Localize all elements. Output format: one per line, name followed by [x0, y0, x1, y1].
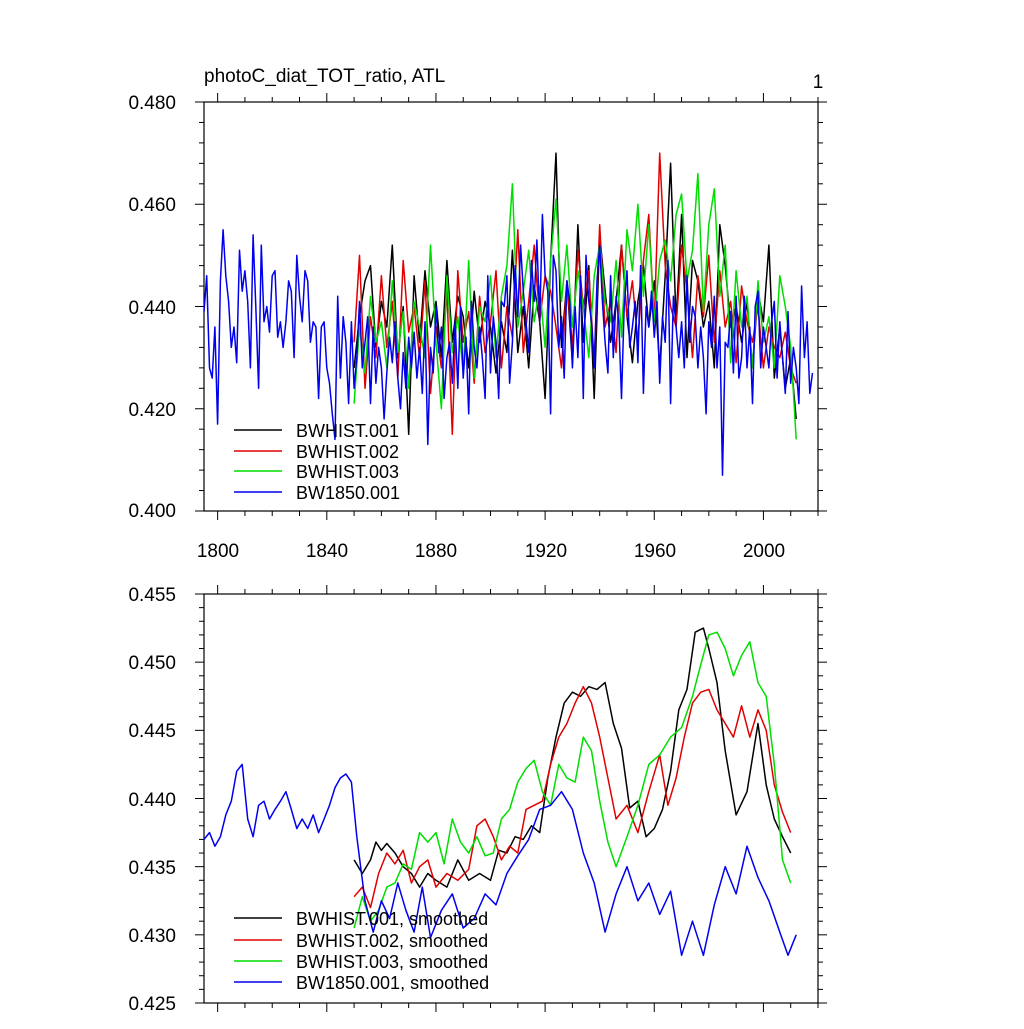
bottom-ticks [195, 585, 827, 1012]
top-panel: photoC_diat_TOT_ratio, ATL 1 0.400 0.420… [128, 66, 827, 562]
series-line-bwhist-003 [353, 172, 797, 440]
top-series [203, 152, 814, 476]
y-tick-label: 0.435 [128, 858, 176, 879]
legend-label-bwhist001: BWHIST.001 [296, 421, 399, 441]
chart-title: photoC_diat_TOT_ratio, ATL [204, 66, 445, 87]
top-x-tick-labels: 1800 1840 1880 1920 1960 2000 [197, 541, 785, 562]
x-tick-label: 1840 [306, 541, 348, 562]
bottom-y-tick-labels: 0.425 0.430 0.435 0.440 0.445 0.450 0.45… [128, 585, 176, 1015]
panel-label: 1 [813, 72, 824, 93]
y-tick-label: 0.425 [128, 994, 176, 1015]
legend-label-bw1850001-smoothed: BW1850.001, smoothed [296, 973, 489, 993]
y-tick-label: 0.440 [128, 298, 176, 319]
x-tick-label: 1960 [634, 541, 676, 562]
top-ticks [195, 93, 827, 520]
y-tick-label: 0.455 [128, 585, 176, 606]
series-line-bw1850-001 [203, 213, 814, 476]
y-tick-label: 0.480 [128, 93, 176, 114]
series-line-bwhist-003-smoothed [353, 631, 792, 929]
bottom-panel: 0.425 0.430 0.435 0.440 0.445 0.450 0.45… [128, 585, 827, 1015]
x-tick-label: 1800 [197, 541, 239, 562]
legend-label-bwhist003: BWHIST.003 [296, 462, 399, 482]
series-line-bw1850-001-smoothed [203, 763, 797, 957]
y-tick-label: 0.420 [128, 400, 176, 421]
legend-label-bwhist001-smoothed: BWHIST.001, smoothed [296, 909, 488, 929]
y-tick-label: 0.445 [128, 721, 176, 742]
legend-label-bw1850001: BW1850.001 [296, 483, 400, 503]
legend-label-bwhist002: BWHIST.002 [296, 442, 399, 462]
bottom-series [203, 627, 797, 957]
legend-label-bwhist003-smoothed: BWHIST.003, smoothed [296, 952, 488, 972]
y-tick-label: 0.400 [128, 501, 176, 522]
x-tick-label: 1880 [415, 541, 457, 562]
y-tick-label: 0.450 [128, 653, 176, 674]
y-tick-label: 0.440 [128, 790, 176, 811]
legend-label-bwhist002-smoothed: BWHIST.002, smoothed [296, 931, 488, 951]
top-legend: BWHIST.001 BWHIST.002 BWHIST.003 BW1850.… [234, 421, 400, 503]
series-line-bwhist-001-smoothed [353, 627, 792, 888]
y-tick-label: 0.430 [128, 926, 176, 947]
series-line-bwhist-002-smoothed [353, 685, 792, 909]
y-tick-label: 0.460 [128, 195, 176, 216]
x-tick-label: 2000 [743, 541, 785, 562]
bottom-legend: BWHIST.001, smoothed BWHIST.002, smoothe… [234, 909, 489, 993]
top-y-tick-labels: 0.400 0.420 0.440 0.460 0.480 [128, 93, 176, 522]
x-tick-label: 1920 [525, 541, 567, 562]
